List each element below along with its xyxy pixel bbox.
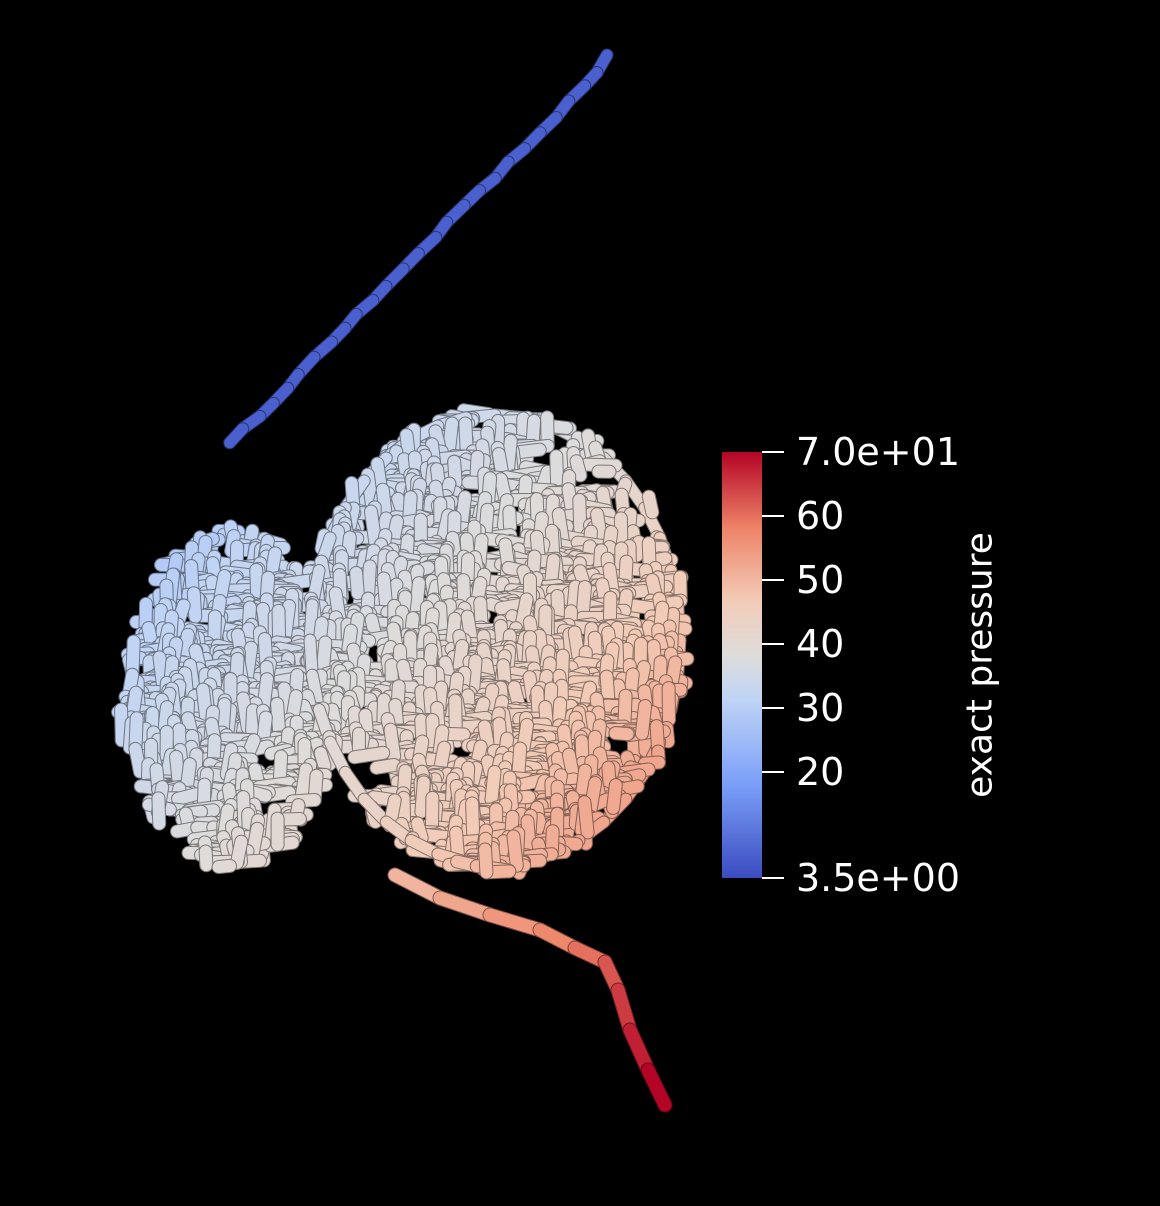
vessel-segment	[537, 465, 554, 490]
vessel-segment	[448, 455, 462, 489]
vessel-segment	[271, 697, 286, 740]
vessel-segment	[316, 636, 332, 679]
vessel-segment	[426, 714, 440, 757]
vessel-segment	[516, 593, 533, 629]
vessel-segment	[386, 578, 403, 608]
vessel-segment	[187, 587, 202, 623]
vessel-segment	[459, 417, 473, 455]
vessel-segment	[364, 505, 382, 549]
vessel-segment	[224, 423, 249, 449]
vessel-segment	[350, 566, 364, 600]
vessel-segment	[243, 734, 260, 757]
vessel-segment	[467, 654, 482, 695]
vessel-network	[111, 48, 695, 1113]
vessel-segment	[362, 560, 376, 598]
vessel-segment	[250, 563, 264, 603]
vessel-segment	[552, 508, 570, 549]
vessel-segment	[173, 599, 190, 626]
vessel-segment	[573, 493, 587, 535]
vessel-segment	[377, 572, 393, 611]
vessel-segment	[115, 703, 128, 747]
vessel-segment	[609, 727, 634, 741]
vessel-segment	[409, 577, 425, 617]
vessel-segment	[449, 694, 462, 737]
vessel-segment	[415, 685, 429, 718]
vessel-segment	[443, 417, 458, 457]
vessel-segment	[635, 699, 652, 740]
vessel-segment	[551, 590, 565, 620]
vessel-segment	[246, 704, 260, 737]
vessel-segment	[630, 536, 645, 562]
vessel-segment	[501, 434, 517, 477]
vessel-segment	[570, 455, 587, 482]
vessel-segment	[642, 537, 656, 572]
vessel-segment	[550, 450, 564, 491]
vessel-segment	[208, 610, 221, 649]
vessel-segment	[503, 505, 517, 533]
vessel-segment	[392, 492, 409, 518]
vessel-segment	[627, 599, 657, 614]
vessel-segment	[642, 490, 659, 519]
